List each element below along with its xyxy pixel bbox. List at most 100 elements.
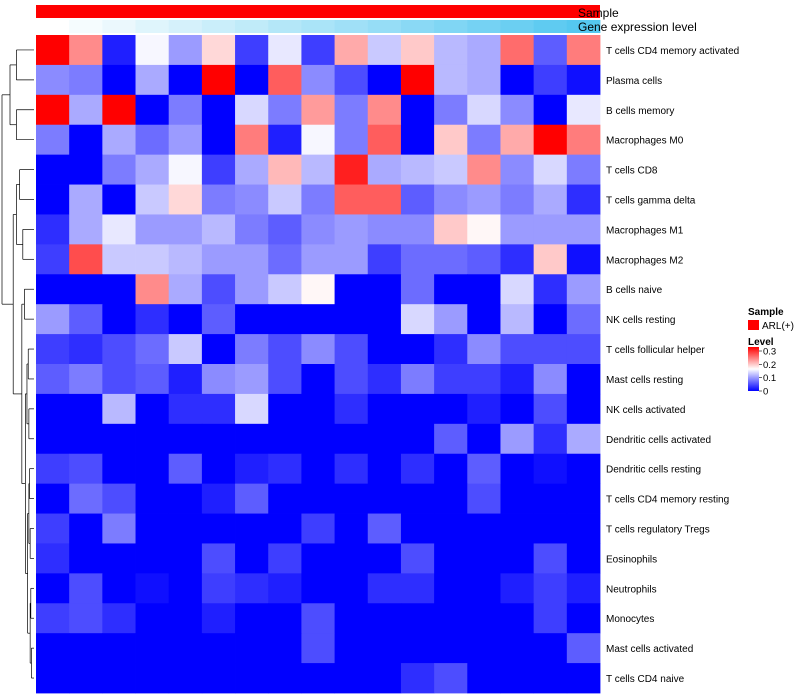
heatmap-cell <box>334 364 369 395</box>
heatmap-cell <box>467 453 501 485</box>
heatmap-cell <box>135 304 170 335</box>
heatmap-cell <box>367 304 402 335</box>
heatmap-cell <box>268 573 302 604</box>
row-label: T cells gamma delta <box>606 196 696 207</box>
heatmap-cell <box>135 35 170 66</box>
heatmap-cell <box>533 64 568 96</box>
heatmap-cell <box>36 244 70 275</box>
heatmap-cell <box>334 483 369 514</box>
row-labels: T cells CD4 memory activated Plasma cells… <box>606 46 739 685</box>
heatmap-cell <box>566 573 601 604</box>
heatmap-cell <box>500 304 535 335</box>
heatmap-cell <box>400 64 435 96</box>
gene-expression-annotation-cell <box>400 20 435 33</box>
heatmap-cell <box>36 483 70 514</box>
heatmap-cell <box>467 124 501 156</box>
heatmap-cell <box>201 364 236 395</box>
heatmap-cell <box>36 274 70 305</box>
heatmap-cell <box>168 633 203 664</box>
heatmap-cell <box>334 603 369 634</box>
heatmap-cell <box>135 483 170 514</box>
heatmap-cell <box>566 453 601 485</box>
heatmap-cell <box>268 543 302 574</box>
heatmap-cell <box>434 483 468 514</box>
heatmap-cell <box>102 154 136 185</box>
heatmap-cell <box>533 154 568 185</box>
legend-level-title: Level <box>748 337 774 348</box>
heatmap-cell <box>500 663 535 694</box>
heatmap-cell <box>135 64 170 96</box>
heatmap-cell <box>367 214 402 245</box>
heatmap-cell <box>500 184 535 215</box>
heatmap-cell <box>201 274 236 305</box>
row-label: T cells regulatory Tregs <box>606 525 710 536</box>
heatmap-cell <box>235 124 269 156</box>
heatmap-cell <box>467 64 501 96</box>
heatmap-cell <box>69 244 103 275</box>
heatmap-cell <box>102 244 136 275</box>
heatmap-cell <box>36 423 70 455</box>
heatmap-cell <box>69 453 103 485</box>
heatmap-cell <box>135 184 170 215</box>
heatmap-cell <box>400 94 435 126</box>
row-label: B cells naive <box>606 285 663 296</box>
heatmap-cell <box>334 633 369 664</box>
gene-expression-annotation-cell <box>69 20 103 33</box>
heatmap-cell <box>168 94 203 126</box>
heatmap-cell <box>400 154 435 185</box>
heatmap-cell <box>168 663 203 694</box>
gene-expression-annotation-cell <box>36 20 70 33</box>
heatmap-cell <box>500 543 535 574</box>
heatmap-cell <box>400 603 435 634</box>
gene-expression-annotation-cell <box>102 20 136 33</box>
heatmap-cell <box>36 304 70 335</box>
heatmap-cell <box>235 483 269 514</box>
heatmap-cell <box>566 94 601 126</box>
heatmap-cell <box>566 124 601 156</box>
heatmap-cell <box>566 214 601 245</box>
heatmap-cell <box>500 274 535 305</box>
heatmap-cell <box>168 483 203 514</box>
heatmap-cell <box>102 543 136 574</box>
heatmap-cell <box>566 334 601 365</box>
heatmap-cell <box>467 393 501 425</box>
gene-expression-annotation-cell <box>201 20 236 33</box>
heatmap-cell <box>301 483 335 514</box>
heatmap-cell <box>135 154 170 185</box>
heatmap-cell <box>36 453 70 485</box>
heatmap-cell <box>36 573 70 604</box>
heatmap-cell <box>500 453 535 485</box>
heatmap-cell <box>400 573 435 604</box>
heatmap-cell <box>301 214 335 245</box>
heatmap-cell <box>566 393 601 425</box>
heatmap-cell <box>268 423 302 455</box>
heatmap-cell <box>102 184 136 215</box>
heatmap-cell <box>367 364 402 395</box>
heatmap-cell <box>36 663 70 694</box>
heatmap-cell <box>201 334 236 365</box>
heatmap-cell <box>367 124 402 156</box>
heatmap-cell <box>334 124 369 156</box>
heatmap-cell <box>434 35 468 66</box>
heatmap-cell <box>500 64 535 96</box>
heatmap-cell <box>301 423 335 455</box>
heatmap-cell <box>301 633 335 664</box>
heatmap-cell <box>36 393 70 425</box>
heatmap-cell <box>168 244 203 275</box>
heatmap-cell <box>367 633 402 664</box>
row-label: Macrophages M2 <box>606 255 684 266</box>
heatmap-cell <box>434 603 468 634</box>
heatmap-cell <box>301 244 335 275</box>
heatmap-cell <box>533 94 568 126</box>
heatmap-cell <box>367 64 402 96</box>
heatmap-cell <box>467 35 501 66</box>
heatmap-cell <box>69 603 103 634</box>
heatmap-cell <box>69 214 103 245</box>
heatmap-cell <box>434 274 468 305</box>
gene-expression-annotation-cell <box>301 20 335 33</box>
heatmap-cell <box>301 364 335 395</box>
heatmap-cell <box>334 513 369 544</box>
heatmap-cell <box>235 154 269 185</box>
heatmap-cell <box>434 124 468 156</box>
heatmap-cell <box>400 364 435 395</box>
